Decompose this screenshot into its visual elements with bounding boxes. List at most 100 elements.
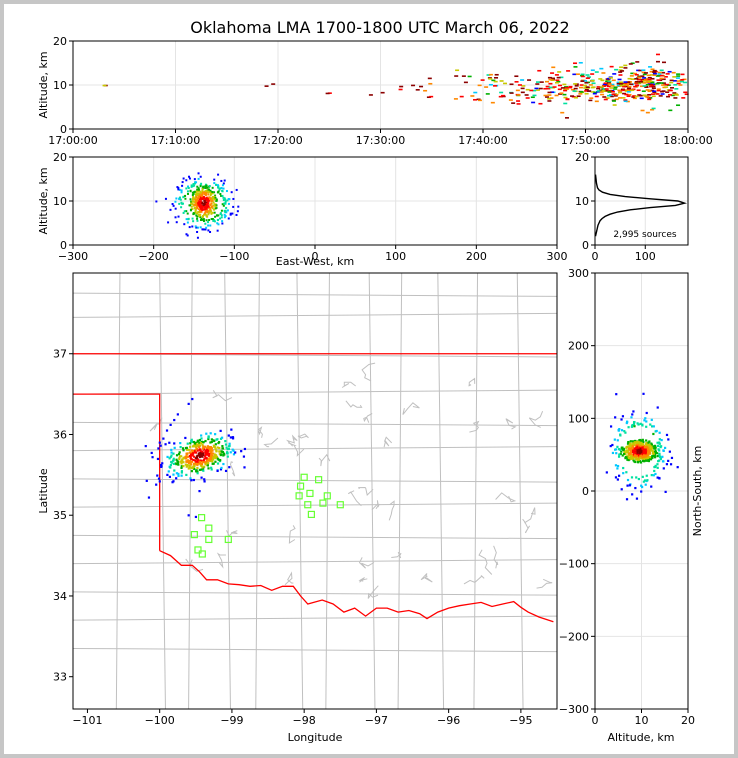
time-height-source [659,77,664,80]
ew-altitude-source [216,218,219,221]
altitude-ns-source [626,442,630,445]
altitude-ns-source [632,422,636,426]
time-height-source [544,80,549,83]
time-height-source [609,87,614,89]
county-boundary [493,545,499,569]
time-height-source [423,89,428,92]
altitude-ns-source [622,452,626,456]
ew-altitude-source [184,197,187,200]
plan-view-source [231,436,235,439]
ew-altitude-source [195,200,198,203]
plan-view-source [207,454,210,457]
county-line [72,292,558,297]
altitude-ns-source [642,452,645,455]
altitude-ns-source [620,418,623,421]
time-height-source [616,82,621,85]
plan-view-source [232,449,235,452]
time-height-source [327,92,332,94]
time-height-source [558,93,563,95]
time-height-source [645,89,650,91]
plan-view-xtick-label: −95 [509,714,532,727]
time-height-source [618,74,623,76]
plan-view-source [232,453,236,456]
plan-view-source [201,447,204,450]
plan-view-source [203,465,206,468]
altitude-ns-source [622,448,625,452]
time-height-source [647,90,652,93]
ew-altitude-source [220,209,223,212]
time-height-source [509,92,514,94]
plan-view-source [194,515,198,519]
time-height-source [467,75,472,78]
ew-altitude-source [205,226,208,229]
time-height-source [621,83,626,86]
plan-view-source [188,455,192,458]
time-height-source [666,95,671,98]
ew-altitude-panel: −300 −200 −100 0 100 200 300 0 10 20 Altitude, km… [37,151,568,268]
plan-view-source [160,465,163,468]
plan-view-ytick-label: 35 [53,509,67,522]
ew-altitude-source [191,200,194,203]
lma-station-marker [194,546,202,554]
plan-view-source [206,463,209,466]
plan-view-source [198,468,202,471]
county-boundary [505,418,517,430]
ew-altitude-source [206,215,209,218]
plan-view-source [185,453,188,456]
altitude-ns-source [664,490,667,493]
altitude-ns-source [631,447,634,450]
plan-view-source [210,440,213,444]
lma-station-marker [300,473,308,481]
plan-view-source [157,477,161,480]
time-height-source [537,69,542,72]
county-line [72,502,558,508]
time-height-source [550,77,555,80]
altitude-ns-source [626,484,629,487]
ew-altitude-source [227,198,230,201]
ew-altitude-source [204,192,207,195]
ew-altitude-source [181,184,184,187]
ew-altitude-source [221,203,224,206]
ew-altitude-source [164,197,167,200]
ew-altitude-source [202,215,205,218]
altitude-ns-source [653,450,656,454]
time-height-source [649,74,654,76]
plan-view-source [175,472,178,475]
ew-altitude-source [188,177,191,180]
plan-view-source [198,455,202,459]
time-height-source [596,90,601,92]
ew-altitude-source [197,172,200,175]
ew-altitude-source [185,233,188,236]
plan-view-source [168,475,172,478]
altitude-ns-source [656,466,659,469]
ew-altitude-source [200,202,203,205]
time-height-source [580,75,585,78]
plan-view-source [194,445,197,448]
time-height-source [658,95,663,97]
time-height-source [554,81,559,84]
lma-station-marker [198,550,206,558]
plan-view-source [188,459,192,463]
time-height-source [614,98,619,101]
ew-altitude-source [216,229,219,232]
ew-altitude-source [204,194,207,197]
plan-view-source [204,449,207,452]
time-height-source [665,91,670,93]
time-height-source [621,97,626,99]
ew-altitude-source [172,204,175,207]
altitude-ns-source [616,478,619,481]
ew-altitude-source [225,211,228,214]
ew-altitude-source [205,196,208,199]
ew-altitude-source [194,211,197,214]
time-height-source [650,93,655,95]
altitude-ns-source [649,423,652,426]
ew-altitude-source [189,209,192,212]
county-line [72,591,558,596]
plan-view-source [198,448,201,451]
ew-altitude-source [206,201,209,204]
altitude-ns-source [620,488,623,491]
altitude-ns-source [644,451,647,454]
ew-altitude-source [229,212,232,215]
time-height-source [633,85,638,88]
plan-view-source [185,473,188,477]
